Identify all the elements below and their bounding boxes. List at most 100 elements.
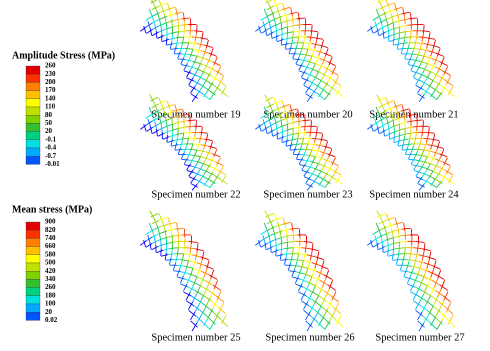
strut (192, 136, 196, 145)
strut (204, 151, 213, 155)
strut (207, 66, 217, 72)
strut (202, 182, 211, 189)
strut (393, 228, 403, 232)
strut (201, 80, 207, 89)
strut (146, 28, 153, 34)
strut (388, 254, 396, 257)
strut (156, 11, 160, 20)
strut (399, 24, 408, 28)
strut (281, 13, 290, 17)
strut (152, 239, 160, 244)
strut (377, 0, 385, 4)
strut (200, 310, 209, 318)
strut (180, 24, 189, 26)
strut (196, 63, 201, 72)
strut (413, 138, 417, 146)
strut (213, 280, 219, 290)
strut (385, 237, 394, 241)
strut (254, 240, 262, 246)
strut (181, 271, 190, 275)
strut (431, 138, 440, 142)
strut (152, 25, 160, 30)
strut (199, 37, 209, 40)
strut (416, 268, 421, 277)
colorbar-cell (25, 147, 41, 157)
strut (320, 297, 326, 307)
strut (427, 277, 432, 286)
strut (159, 119, 167, 125)
strut (330, 161, 339, 166)
strut (301, 247, 310, 250)
strut (216, 66, 222, 75)
strut (417, 93, 425, 99)
strut (322, 317, 331, 325)
strut (177, 147, 182, 155)
strut (317, 182, 326, 189)
strut (402, 7, 405, 16)
strut (193, 305, 202, 312)
strut (145, 236, 153, 242)
strut (210, 300, 219, 308)
strut (311, 268, 316, 277)
strut (207, 172, 214, 180)
strut (431, 44, 440, 48)
strut (390, 32, 399, 36)
strut (188, 65, 197, 70)
strut (146, 126, 154, 132)
strut (188, 176, 197, 181)
strut (215, 70, 224, 76)
strut (311, 262, 321, 266)
strut (400, 46, 404, 54)
strut (379, 226, 387, 231)
strut (159, 106, 167, 111)
strut (281, 103, 290, 108)
strut (320, 305, 329, 313)
strut (295, 259, 304, 262)
strut (156, 225, 160, 234)
strut (398, 234, 400, 243)
strut (310, 24, 313, 34)
strut (291, 36, 299, 39)
strut (370, 239, 374, 248)
strut (152, 110, 160, 115)
strut (261, 28, 268, 34)
strut (386, 230, 395, 235)
strut (432, 80, 441, 86)
strut (201, 305, 207, 315)
strut (419, 143, 428, 146)
strut (306, 36, 315, 39)
strut (285, 47, 293, 50)
strut (319, 280, 329, 286)
strut (385, 28, 393, 33)
strut (393, 135, 395, 143)
strut (207, 89, 216, 96)
strut (152, 129, 160, 135)
strut (404, 58, 413, 61)
strut (379, 18, 387, 24)
strut (188, 252, 191, 261)
strut (261, 22, 268, 28)
strut (181, 36, 185, 45)
strut (278, 32, 287, 36)
strut (175, 7, 178, 16)
strut (392, 259, 400, 261)
strut (393, 43, 401, 46)
strut (185, 154, 194, 156)
strut (220, 178, 228, 185)
strut (192, 260, 196, 269)
legend-label: 170 (45, 86, 56, 94)
strut (307, 267, 317, 272)
strut (393, 110, 402, 115)
strut (317, 322, 326, 330)
strut (422, 68, 431, 73)
colorbar-cell (25, 131, 41, 140)
strut (161, 254, 169, 257)
strut (315, 149, 319, 157)
strut (422, 290, 431, 296)
strut (307, 60, 316, 65)
strut (319, 151, 328, 155)
strut (264, 94, 270, 103)
strut (314, 71, 319, 80)
strut (425, 167, 434, 172)
strut (185, 292, 191, 301)
